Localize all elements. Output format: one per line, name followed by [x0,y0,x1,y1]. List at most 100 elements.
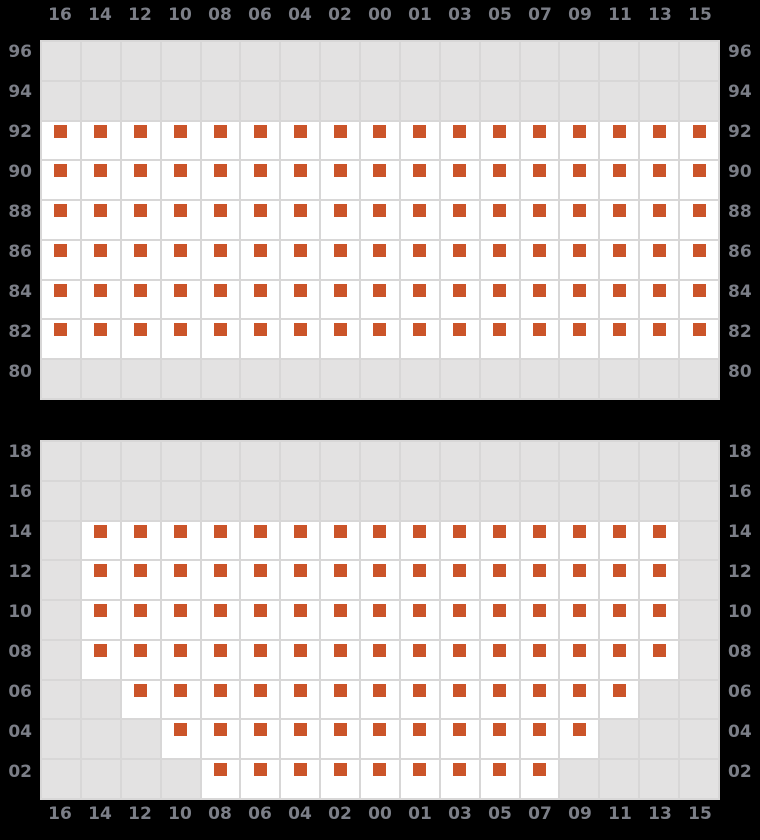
seat-cell-available[interactable] [361,561,399,600]
seat-cell-available[interactable] [121,161,160,200]
seat-cell-available[interactable] [400,760,439,798]
seat-cell-available[interactable] [680,280,718,319]
seat-cell-available[interactable] [321,720,360,759]
seat-cell-available[interactable] [201,680,240,719]
seat-cell-available[interactable] [480,280,519,319]
seat-cell-available[interactable] [400,280,439,319]
seat-cell-available[interactable] [81,521,120,560]
seat-cell-available[interactable] [241,121,280,160]
seat-cell-available[interactable] [241,240,280,279]
seat-cell-available[interactable] [361,121,399,160]
seat-cell-available[interactable] [241,561,280,600]
seat-cell-available[interactable] [201,161,240,200]
seat-cell-available[interactable] [600,320,639,359]
seat-cell-available[interactable] [281,561,320,600]
seat-cell-available[interactable] [520,121,559,160]
seat-cell-available[interactable] [480,640,519,679]
seat-cell-available[interactable] [440,601,479,639]
seat-cell-available[interactable] [600,201,639,239]
seat-cell-available[interactable] [520,601,559,639]
seat-cell-available[interactable] [42,320,80,359]
seat-cell-available[interactable] [161,320,200,359]
seat-cell-available[interactable] [480,161,519,200]
seat-cell-available[interactable] [241,320,280,359]
seat-cell-available[interactable] [201,640,240,679]
seat-cell-available[interactable] [560,320,599,359]
seat-cell-available[interactable] [321,640,360,679]
seat-cell-available[interactable] [520,240,559,279]
seat-cell-available[interactable] [121,601,160,639]
seat-cell-available[interactable] [440,760,479,798]
seat-cell-available[interactable] [241,521,280,560]
seat-cell-available[interactable] [121,201,160,239]
seat-cell-available[interactable] [520,280,559,319]
seat-cell-available[interactable] [440,320,479,359]
seat-cell-available[interactable] [161,240,200,279]
seat-cell-available[interactable] [361,280,399,319]
seat-cell-available[interactable] [560,521,599,560]
seat-cell-available[interactable] [161,161,200,200]
seat-cell-available[interactable] [600,561,639,600]
seat-cell-available[interactable] [281,280,320,319]
seat-cell-available[interactable] [480,121,519,160]
seat-cell-available[interactable] [480,240,519,279]
seat-cell-available[interactable] [440,521,479,560]
seat-cell-available[interactable] [600,121,639,160]
seat-cell-available[interactable] [680,201,718,239]
seat-cell-available[interactable] [241,601,280,639]
seat-cell-available[interactable] [321,121,360,160]
seat-cell-available[interactable] [161,640,200,679]
seat-cell-available[interactable] [81,121,120,160]
seat-cell-available[interactable] [560,561,599,600]
seat-cell-available[interactable] [281,240,320,279]
seat-cell-available[interactable] [161,720,200,759]
seat-cell-available[interactable] [480,680,519,719]
seat-cell-available[interactable] [400,320,439,359]
seat-cell-available[interactable] [480,760,519,798]
seat-cell-available[interactable] [321,320,360,359]
seat-cell-available[interactable] [161,680,200,719]
seat-cell-available[interactable] [241,680,280,719]
seat-cell-available[interactable] [640,320,679,359]
seat-cell-available[interactable] [161,521,200,560]
seat-cell-available[interactable] [201,121,240,160]
seat-cell-available[interactable] [440,640,479,679]
seat-cell-available[interactable] [560,601,599,639]
seat-cell-available[interactable] [201,280,240,319]
seat-cell-available[interactable] [321,161,360,200]
seat-cell-available[interactable] [201,521,240,560]
seat-cell-available[interactable] [600,280,639,319]
seat-cell-available[interactable] [480,201,519,239]
seat-cell-available[interactable] [400,240,439,279]
seat-cell-available[interactable] [361,640,399,679]
seat-cell-available[interactable] [42,240,80,279]
seat-cell-available[interactable] [640,640,679,679]
seat-cell-available[interactable] [520,640,559,679]
seat-cell-available[interactable] [42,121,80,160]
seat-cell-available[interactable] [560,161,599,200]
seat-cell-available[interactable] [241,720,280,759]
seat-cell-available[interactable] [560,240,599,279]
seat-cell-available[interactable] [640,521,679,560]
seat-cell-available[interactable] [600,680,639,719]
seat-cell-available[interactable] [680,240,718,279]
seat-cell-available[interactable] [121,680,160,719]
seat-cell-available[interactable] [560,720,599,759]
seat-cell-available[interactable] [241,161,280,200]
seat-cell-available[interactable] [201,320,240,359]
seat-cell-available[interactable] [81,161,120,200]
seat-cell-available[interactable] [520,760,559,798]
seat-cell-available[interactable] [281,601,320,639]
seat-cell-available[interactable] [361,601,399,639]
seat-cell-available[interactable] [121,121,160,160]
seat-cell-available[interactable] [281,680,320,719]
seat-cell-available[interactable] [361,201,399,239]
seat-cell-available[interactable] [161,280,200,319]
seat-cell-available[interactable] [440,121,479,160]
seat-cell-available[interactable] [400,601,439,639]
seat-cell-available[interactable] [281,640,320,679]
seat-cell-available[interactable] [241,280,280,319]
seat-cell-available[interactable] [440,240,479,279]
seat-cell-available[interactable] [81,201,120,239]
seat-cell-available[interactable] [81,601,120,639]
